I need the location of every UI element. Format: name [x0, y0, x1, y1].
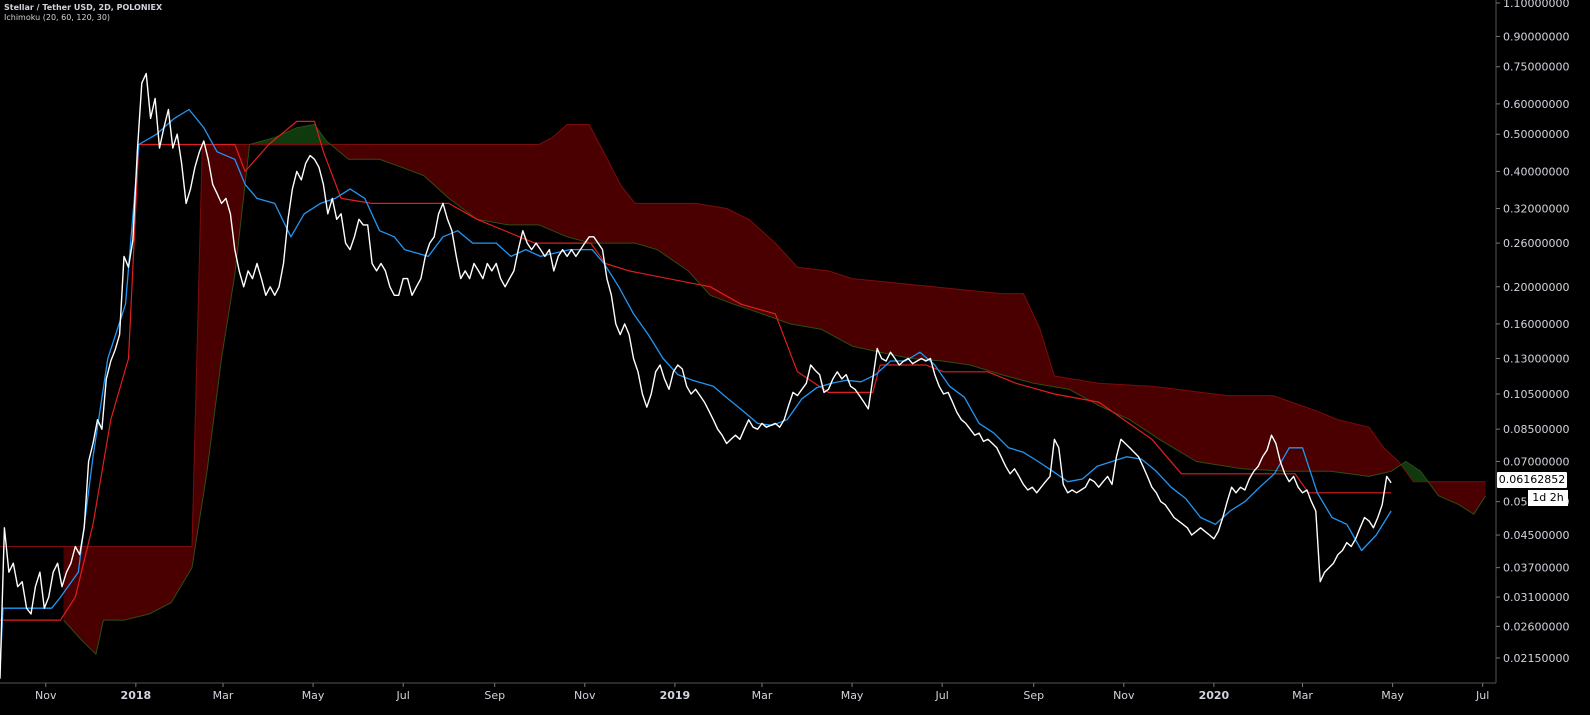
- y-tick-label-8: 0.20000000: [1503, 281, 1569, 294]
- y-tick-label-5: 0.40000000: [1503, 165, 1569, 178]
- cloud-segment-3: [1401, 461, 1430, 484]
- y-tick-label-10: 0.13000000: [1503, 352, 1569, 365]
- y-tick-label-13: 0.07000000: [1503, 455, 1569, 468]
- y-tick-label-2: 0.75000000: [1503, 61, 1569, 74]
- cloud-segment-0: [63, 144, 252, 655]
- y-tick-label-17: 0.03100000: [1503, 591, 1569, 604]
- y-tick-label-19: 0.02150000: [1503, 652, 1569, 665]
- x-tick-label-16: Jul: [1475, 689, 1489, 702]
- x-tick-label-9: May: [841, 689, 864, 702]
- bar-countdown-label: 1d 2h: [1528, 490, 1568, 506]
- y-tick-label-9: 0.16000000: [1503, 318, 1569, 331]
- last-price-label: 0.06162852: [1497, 472, 1567, 488]
- x-tick-label-2: Mar: [213, 689, 234, 702]
- time-axis[interactable]: Nov 2018 Mar May Jul Sep Nov 2019 Mar May Jul Sep No…: [0, 682, 1496, 702]
- chart-legend: Stellar / Tether USD, 2D, POLONIEX Ichim…: [4, 3, 162, 23]
- x-tick-label-13: 2020: [1199, 689, 1230, 702]
- indicator-label: Ichimoku (20, 60, 120, 30): [4, 13, 111, 22]
- x-tick-label-5: Sep: [484, 689, 505, 702]
- y-tick-label-7: 0.26000000: [1503, 237, 1569, 250]
- y-tick-label-18: 0.02600000: [1503, 620, 1569, 633]
- lead_b-line: [0, 124, 1486, 547]
- y-tick-label-4: 0.50000000: [1503, 128, 1569, 141]
- y-tick-label-3: 0.60000000: [1503, 98, 1569, 111]
- cloud-segment-2: [330, 124, 1402, 477]
- x-tick-label-15: May: [1381, 689, 1404, 702]
- symbol-title: Stellar / Tether USD, 2D, POLONIEX: [4, 3, 163, 12]
- base-line: [0, 120, 1392, 621]
- cloud-segment-1: [251, 124, 331, 145]
- x-tick-label-12: Nov: [1113, 689, 1135, 702]
- price-axis[interactable]: 1.10000000 0.90000000 0.75000000 0.60000000…: [1495, 0, 1569, 683]
- y-tick-label-15: 0.04500000: [1503, 529, 1569, 542]
- y-tick-label-16: 0.03700000: [1503, 562, 1569, 575]
- x-tick-label-11: Sep: [1023, 689, 1044, 702]
- cloud-segment-4: [1429, 481, 1486, 515]
- x-tick-label-6: Nov: [574, 689, 596, 702]
- chart-lines: [0, 72, 1487, 679]
- x-tick-label-1: 2018: [121, 689, 152, 702]
- lead_a-line: [63, 124, 1487, 655]
- x-tick-label-10: Jul: [935, 689, 949, 702]
- x-tick-label-4: Jul: [396, 689, 410, 702]
- y-tick-label-6: 0.32000000: [1503, 203, 1569, 216]
- y-tick-label-12: 0.08500000: [1503, 423, 1569, 436]
- ichimoku-cloud: [63, 124, 1486, 655]
- x-tick-label-3: May: [302, 689, 325, 702]
- price-line: [0, 72, 1392, 679]
- x-tick-label-8: Mar: [752, 689, 773, 702]
- conversion-line: [0, 108, 1392, 671]
- x-tick-label-0: Nov: [35, 689, 57, 702]
- x-tick-label-7: 2019: [660, 689, 691, 702]
- y-tick-label-11: 0.10500000: [1503, 388, 1569, 401]
- x-tick-label-14: Mar: [1292, 689, 1313, 702]
- y-tick-label-1: 0.90000000: [1503, 30, 1569, 43]
- y-tick-label-0: 1.10000000: [1503, 0, 1569, 10]
